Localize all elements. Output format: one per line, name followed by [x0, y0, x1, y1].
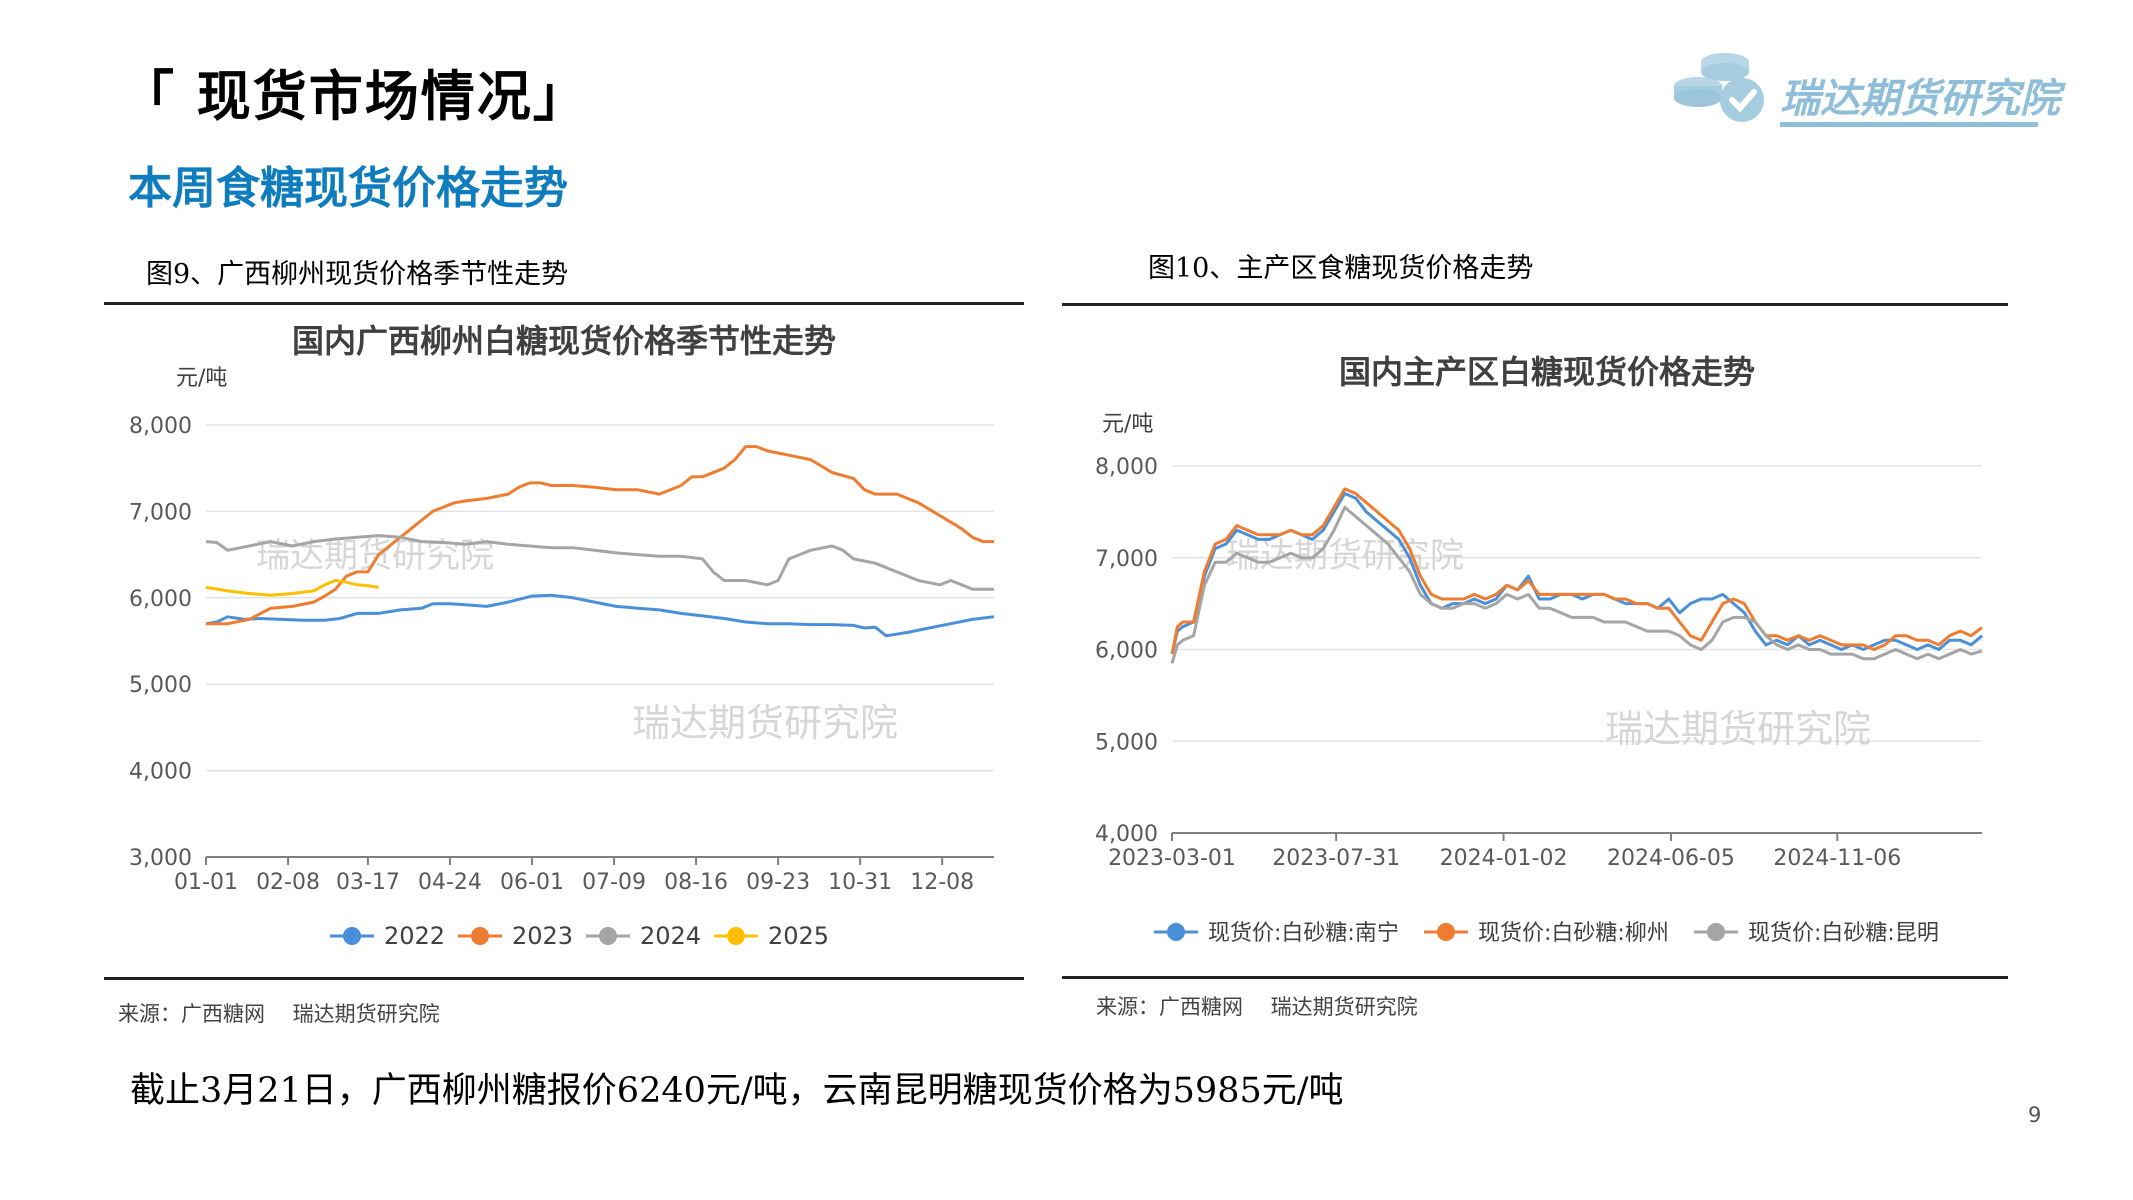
- y-tick-label: 5,000: [129, 673, 192, 698]
- x-tick-label: 2024-01-02: [1440, 846, 1568, 871]
- legend-swatch-marker: [1167, 923, 1185, 941]
- x-tick-label: 02-08: [256, 870, 320, 895]
- legend-label: 2024: [640, 922, 701, 950]
- y-tick-label: 4,000: [1095, 822, 1158, 847]
- x-tick-label: 01-01: [174, 870, 238, 895]
- figure1-caption: 图9、广西柳州现货价格季节性走势: [146, 259, 569, 290]
- legend-swatch-marker: [599, 927, 617, 945]
- y-axis-unit-label: 元/吨: [1102, 412, 1153, 437]
- figure2-caption: 图10、主产区食糖现货价格走势: [1148, 253, 1534, 284]
- legend-swatch-marker: [1707, 923, 1725, 941]
- y-tick-label: 5,000: [1095, 730, 1158, 755]
- legend-label: 现货价:白砂糖:昆明: [1748, 921, 1939, 946]
- watermark: 瑞达期货研究院: [1226, 536, 1464, 576]
- summary-text: 截止3月21日，广西柳州糖报价6240元/吨，云南昆明糖现货价格为5985元/吨: [130, 1071, 1344, 1111]
- figure1-bottom-rule: [104, 977, 1024, 980]
- watermark: 瑞达期货研究院: [632, 701, 898, 745]
- y-tick-label: 7,000: [1095, 547, 1158, 572]
- figure1-source: 来源：广西糖网 瑞达期货研究院: [118, 1002, 440, 1026]
- legend-swatch-marker: [471, 927, 489, 945]
- legend-label: 2023: [512, 922, 573, 950]
- x-tick-label: 2024-06-05: [1607, 846, 1735, 871]
- figure2-bottom-rule: [1062, 976, 2008, 979]
- series-line-2024: [205, 534, 994, 591]
- y-tick-label: 7,000: [129, 500, 192, 525]
- y-tick-label: 3,000: [129, 846, 192, 871]
- chart-title: 国内主产区白糖现货价格走势: [1339, 353, 1755, 391]
- x-tick-label: 06-01: [500, 870, 564, 895]
- logo-text: 瑞达期货研究院: [1780, 76, 2060, 122]
- legend-swatch-marker: [1437, 923, 1455, 941]
- series-line-现货价:白砂糖:昆明: [1170, 505, 1983, 664]
- series-line-2025: [205, 579, 379, 597]
- legend-label: 现货价:白砂糖:南宁: [1208, 921, 1399, 946]
- series-line-2023: [206, 445, 994, 626]
- page-title: 「 现货市场情况」: [120, 65, 589, 128]
- y-tick-label: 4,000: [129, 760, 192, 785]
- legend-swatch-marker: [343, 927, 361, 945]
- x-tick-label: 2023-03-01: [1108, 846, 1236, 871]
- company-logo: 瑞达期货研究院: [1670, 42, 2060, 142]
- x-tick-label: 2024-11-06: [1773, 846, 1901, 871]
- legend-label: 2022: [384, 922, 445, 950]
- series-line-现货价:白砂糖:柳州: [1170, 487, 1983, 655]
- x-tick-label: 09-23: [746, 870, 810, 895]
- watermark: 瑞达期货研究院: [256, 536, 494, 576]
- y-tick-label: 6,000: [129, 587, 192, 612]
- x-tick-label: 08-16: [664, 870, 728, 895]
- x-tick-label: 2023-07-31: [1272, 846, 1400, 871]
- legend-swatch-marker: [727, 927, 745, 945]
- section-title: 本周食糖现货价格走势: [128, 163, 568, 214]
- legend-label: 现货价:白砂糖:柳州: [1478, 921, 1669, 946]
- chart-title: 国内广西柳州白糖现货价格季节性走势: [292, 322, 836, 360]
- page-number: 9: [2028, 1103, 2042, 1127]
- x-tick-label: 03-17: [336, 870, 400, 895]
- legend-label: 2025: [768, 922, 829, 950]
- coin-stack-icon: [1674, 53, 1764, 122]
- series-line-2022: [205, 593, 995, 638]
- x-tick-label: 04-24: [418, 870, 482, 895]
- y-tick-label: 8,000: [1095, 455, 1158, 480]
- figure2-source: 来源：广西糖网 瑞达期货研究院: [1096, 995, 1418, 1019]
- y-tick-label: 6,000: [1095, 639, 1158, 664]
- x-tick-label: 07-09: [582, 870, 646, 895]
- y-axis-unit-label: 元/吨: [176, 366, 227, 391]
- x-tick-label: 12-08: [910, 870, 974, 895]
- x-tick-label: 10-31: [828, 870, 892, 895]
- y-tick-label: 8,000: [129, 414, 192, 439]
- figure1-top-rule: [104, 302, 1024, 305]
- figure2-top-rule: [1062, 303, 2008, 306]
- logo-underline: [1780, 122, 2038, 127]
- watermark: 瑞达期货研究院: [1605, 707, 1871, 751]
